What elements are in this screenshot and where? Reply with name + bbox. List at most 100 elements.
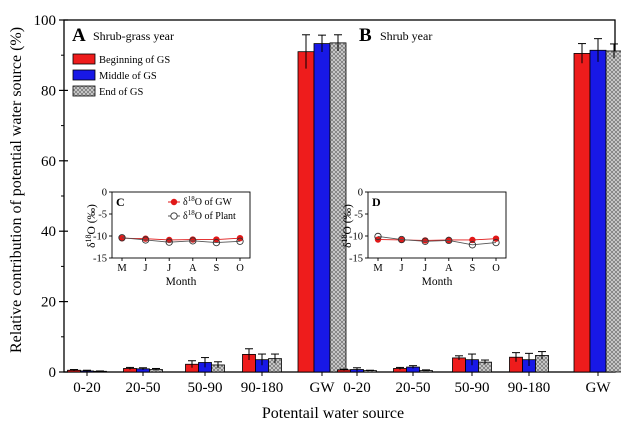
- y-tick-label: 100: [34, 13, 57, 29]
- bar-b-gw-end-of-gs: [605, 50, 621, 373]
- inset-legend-plant-marker: [170, 212, 178, 220]
- x-axis: 0-20 20-50 50-90 90-180 GW 0-20 20-50 50-90 90-1…: [73, 372, 611, 396]
- inset-point-plant: [445, 236, 453, 245]
- inset-c-ylabel-rest: O (‰): [86, 204, 98, 235]
- inset-point-plant: [492, 238, 500, 247]
- legend-swatch-end: [72, 85, 96, 97]
- inset-legend-gw-marker: [170, 198, 178, 206]
- y-tick-label: 0: [49, 365, 57, 381]
- x-tick-label: 0-20: [343, 380, 371, 396]
- inset-y-tick-label: -5: [98, 210, 107, 221]
- inset-c-ylabel-sup: 18: [84, 234, 93, 242]
- inset-x-tick-label: S: [469, 263, 475, 274]
- inset-c-frame: [111, 191, 251, 259]
- inset-d-xlabel: Month: [422, 276, 453, 288]
- inset-legend-gw-label: δ18O of GW: [183, 195, 232, 208]
- x-tick-label: GW: [310, 380, 336, 396]
- inset-y-tick-label: 0: [102, 188, 107, 199]
- inset-point-plant: [397, 235, 406, 244]
- inset-x-tick-label: J: [167, 263, 171, 274]
- bar-a-gw-middle-of-gs: [313, 43, 331, 373]
- inset-point-plant: [236, 237, 244, 245]
- inset-x-tick-label: A: [445, 263, 453, 274]
- inset-x-tick-label: J: [423, 263, 427, 274]
- inset-d-frame: [367, 191, 507, 259]
- panel-a-subtitle: Shrub-grass year: [93, 29, 174, 43]
- inset-point-plant: [189, 237, 197, 245]
- inset-d-letter: D: [372, 195, 381, 209]
- inset-c-series: [118, 234, 244, 247]
- x-tick-label: 90-180: [241, 380, 284, 396]
- inset-legend-gw-post: O of GW: [195, 197, 233, 208]
- x-tick-label: 90-180: [508, 380, 551, 396]
- y-axis-title: Relative contribution of potential water…: [8, 27, 25, 353]
- inset-y-tick-label: -10: [93, 232, 107, 243]
- y-tick-label: 60: [41, 154, 56, 170]
- bar-a-gw-beginning-of-gs: [297, 51, 315, 373]
- inset-legend-plant-sup: 18: [188, 209, 196, 217]
- inset-point-plant: [212, 238, 221, 247]
- bar-b-gw-middle-of-gs: [589, 49, 607, 373]
- inset-d-y-axis: 0 -5 -10 -15: [349, 188, 368, 265]
- bar-b-gw-beginning-of-gs: [573, 53, 591, 373]
- inset-x-tick-label: A: [189, 263, 197, 274]
- inset-d: D Month δ18O (‰) 0 -5 -10 -15 M J J A S O: [340, 188, 507, 288]
- inset-x-tick-label: J: [144, 263, 148, 274]
- x-tick-label: GW: [586, 380, 612, 396]
- legend-label-end: End of GS: [99, 87, 143, 98]
- inset-d-ylabel-rest: O (‰): [342, 204, 354, 235]
- inset-legend-plant-label: δ18O of Plant: [183, 209, 236, 222]
- legend: Beginning of GS Middle of GS End of GS: [72, 53, 170, 98]
- inset-legend-plant-post: O of Plant: [195, 211, 236, 222]
- panel-a-letter: A: [72, 25, 86, 46]
- inset-legend-gw-sup: 18: [188, 195, 196, 203]
- inset-point-gw: [492, 235, 500, 242]
- legend-swatch-middle: [72, 69, 96, 81]
- x-tick-label: 50-90: [188, 380, 223, 396]
- inset-y-tick-label: -5: [354, 210, 363, 221]
- x-tick-label: 0-20: [73, 380, 101, 396]
- y-tick-label: 40: [41, 224, 56, 240]
- inset-d-ylabel-sup: 18: [340, 234, 349, 242]
- inset-line-18o-of-gw: [377, 238, 497, 241]
- x-tick-label: 50-90: [455, 380, 490, 396]
- inset-legend-gw-pre: δ: [183, 197, 188, 208]
- inset-point-plant: [165, 238, 173, 246]
- panel-b-subtitle: Shrub year: [380, 29, 432, 43]
- inset-x-tick-label: M: [117, 263, 127, 274]
- inset-c-xlabel: Month: [166, 276, 197, 288]
- inset-d-series: [374, 232, 500, 249]
- inset-c-ylabel-delta: δ: [86, 242, 98, 247]
- inset-point-plant: [421, 237, 429, 245]
- inset-x-tick-label: O: [236, 263, 244, 274]
- inset-point-plant: [374, 232, 382, 241]
- inset-y-tick-label: -10: [349, 232, 363, 243]
- inset-d-ylabel-delta: δ: [342, 242, 354, 247]
- legend-label-middle: Middle of GS: [99, 71, 157, 82]
- inset-x-tick-label: J: [400, 263, 404, 274]
- y-tick-label: 80: [41, 83, 56, 99]
- inset-y-tick-label: -15: [349, 254, 363, 265]
- inset-point-plant: [141, 236, 150, 244]
- inset-y-tick-label: 0: [358, 188, 363, 199]
- inset-y-tick-label: -15: [93, 254, 107, 265]
- inset-c-letter: C: [116, 195, 125, 209]
- inset-point-plant: [468, 241, 477, 249]
- y-tick-label: 20: [41, 295, 56, 311]
- x-tick-label: 20-50: [396, 380, 431, 396]
- inset-c-ylabel: δ18O (‰): [84, 204, 99, 248]
- inset-legend-plant-pre: δ: [183, 211, 188, 222]
- inset-x-tick-label: S: [213, 263, 219, 274]
- x-tick-label: 20-50: [126, 380, 161, 396]
- legend-label-beginning: Beginning of GS: [99, 55, 170, 66]
- inset-point-plant: [118, 234, 126, 242]
- bar-series: [67, 34, 621, 373]
- inset-x-tick-label: M: [373, 263, 383, 274]
- inset-line-18o-of-plant: [377, 235, 497, 246]
- panel-b-letter: B: [359, 25, 372, 46]
- inset-c-y-axis: 0 -5 -10 -15: [93, 188, 112, 265]
